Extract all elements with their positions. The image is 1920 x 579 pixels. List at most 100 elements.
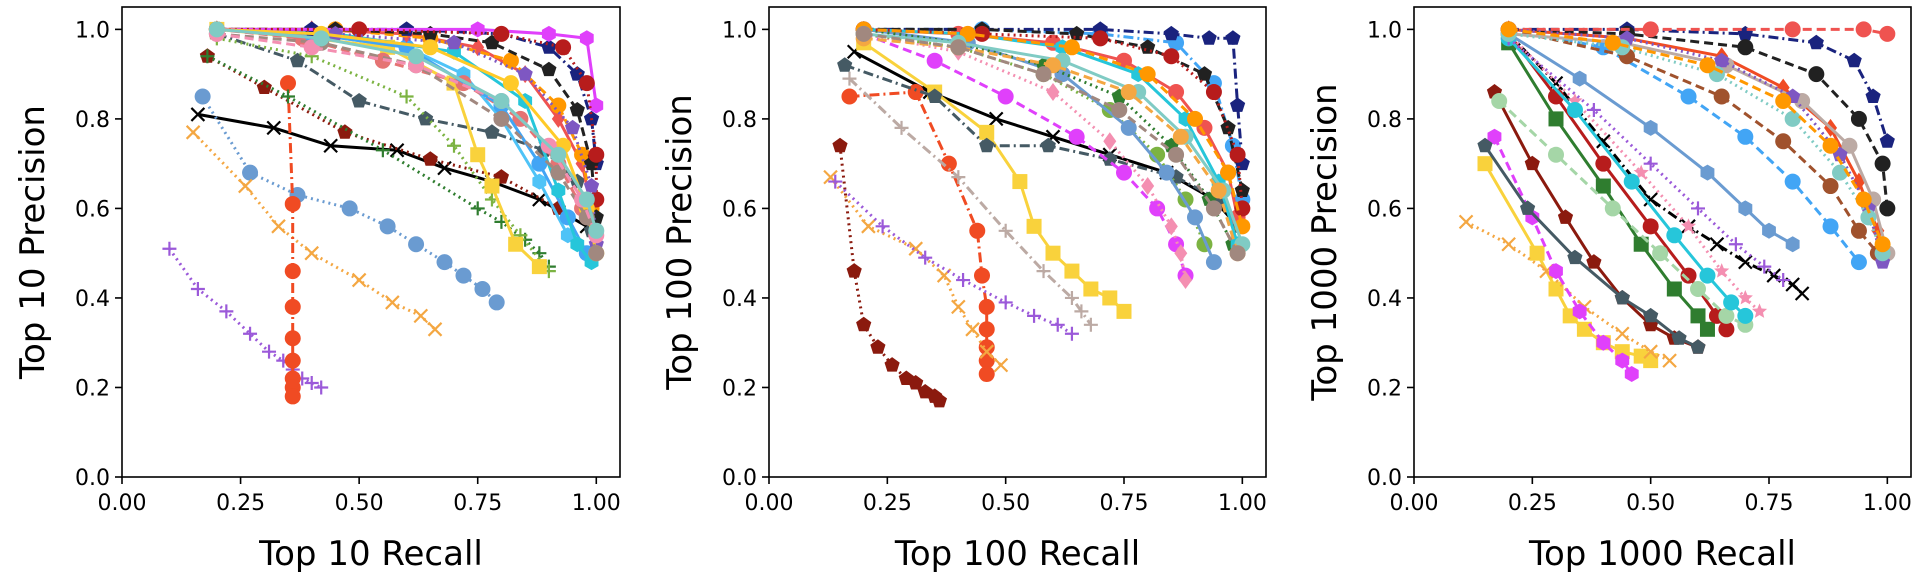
data-point [1586, 254, 1602, 269]
data-point [351, 93, 367, 108]
data-point [185, 125, 201, 140]
data-point [1709, 236, 1725, 252]
series-18 [855, 21, 1251, 217]
data-point [1718, 321, 1735, 338]
data-point [884, 357, 900, 372]
series-line [192, 131, 437, 331]
y-tick-label: 0.4 [722, 287, 757, 312]
data-point [1714, 52, 1730, 68]
data-point [389, 142, 405, 158]
data-point [1794, 286, 1810, 301]
data-point [493, 110, 510, 127]
data-point [1548, 111, 1564, 127]
data-point [1529, 245, 1545, 261]
data-point [385, 295, 400, 310]
series-9 [857, 24, 1193, 290]
data-point [978, 339, 995, 356]
data-point [1595, 178, 1611, 194]
y-tick-label: 0.6 [75, 197, 110, 222]
x-tick-label: 0.00 [745, 491, 794, 516]
data-point [908, 241, 924, 256]
data-point [379, 218, 396, 235]
data-point [447, 138, 461, 153]
data-point [219, 304, 234, 319]
data-point [569, 66, 585, 81]
data-point [1680, 218, 1697, 233]
series-13 [1500, 21, 1867, 271]
data-point [841, 88, 858, 105]
data-point [1548, 281, 1564, 297]
data-point [1220, 164, 1237, 181]
data-point [1230, 97, 1246, 112]
data-point [1737, 290, 1753, 305]
y-tick-label: 1.0 [75, 18, 110, 43]
y-tick-label: 0.6 [1367, 197, 1402, 222]
series-2 [832, 137, 947, 408]
data-point [446, 34, 462, 50]
data-point [588, 245, 605, 262]
data-point [508, 236, 524, 252]
data-point [190, 282, 205, 296]
data-point [1234, 200, 1251, 217]
y-tick-label: 0.2 [1367, 376, 1402, 401]
data-point [565, 119, 581, 135]
data-point [541, 25, 556, 42]
data-point [1116, 164, 1132, 181]
data-point [1666, 281, 1682, 297]
data-point [1643, 156, 1658, 171]
data-point [569, 102, 585, 117]
data-point [950, 39, 967, 56]
data-point [271, 219, 286, 234]
series-22 [855, 25, 1246, 262]
data-point [588, 146, 605, 163]
data-point [1699, 267, 1716, 284]
data-point [1738, 200, 1753, 217]
series-line [197, 112, 588, 228]
data-point [1718, 307, 1735, 324]
data-point [1548, 146, 1564, 163]
y-tick-label: 0.0 [722, 466, 757, 491]
y-axis-label: Top 10 Precision [13, 105, 53, 380]
y-tick-label: 0.8 [1367, 108, 1402, 133]
y-tick-label: 0.8 [722, 108, 757, 133]
series-line [1508, 27, 1861, 264]
data-point [578, 75, 595, 92]
data-point [1092, 30, 1109, 47]
data-point [243, 326, 258, 341]
data-point [570, 236, 585, 253]
series-4 [1486, 84, 1706, 354]
data-point [861, 219, 876, 234]
data-point [1832, 164, 1848, 181]
data-point [1850, 222, 1867, 239]
data-point [842, 71, 857, 86]
data-point [931, 392, 947, 408]
data-point [1874, 155, 1891, 172]
data-point [832, 137, 848, 153]
series-10 [855, 25, 1213, 253]
series-3 [823, 169, 1009, 373]
data-point [470, 147, 486, 163]
data-point [1666, 227, 1683, 244]
series-3 [162, 241, 329, 395]
data-point [1643, 119, 1658, 136]
data-point [1699, 321, 1715, 337]
data-point [550, 146, 567, 163]
plot-area [823, 21, 1251, 408]
data-point [974, 267, 990, 284]
data-point [1642, 218, 1659, 235]
data-point [194, 88, 211, 105]
y-tick-label: 0.4 [1367, 287, 1402, 312]
x-tick-label: 0.25 [216, 491, 265, 516]
x-axis-label: Top 1000 Recall [1528, 534, 1796, 574]
data-point [1680, 88, 1697, 105]
data-point [926, 52, 943, 69]
data-point [555, 39, 572, 56]
data-point [436, 254, 453, 271]
data-point [531, 155, 548, 172]
data-point [422, 151, 438, 166]
data-point [998, 223, 1013, 238]
y-tick-label: 0.6 [722, 197, 757, 222]
data-point [870, 339, 886, 354]
data-point [993, 357, 1009, 373]
